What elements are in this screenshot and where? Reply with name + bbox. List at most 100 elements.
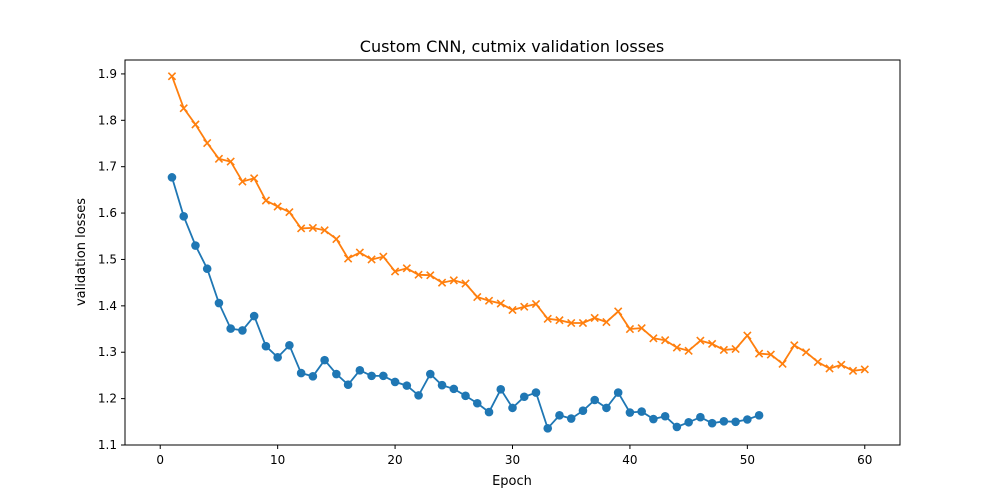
data-point: [426, 271, 435, 280]
y-tick-label: 1.6: [98, 206, 117, 220]
x-tick-label: 50: [740, 453, 755, 467]
data-point: [625, 324, 635, 334]
data-point: [531, 388, 541, 397]
data-point: [731, 417, 740, 427]
data-point: [649, 414, 658, 424]
data-point: [202, 264, 212, 274]
data-point: [296, 368, 306, 378]
x-axis-label: Epoch: [492, 474, 532, 489]
data-point: [602, 403, 611, 413]
data-point: [226, 324, 235, 333]
data-point: [355, 366, 365, 375]
y-tick-label: 1.2: [98, 392, 117, 406]
x-tick-label: 0: [156, 453, 164, 467]
data-point: [555, 411, 564, 420]
data-point: [355, 248, 365, 257]
data-point: [285, 340, 294, 350]
data-point: [167, 72, 177, 81]
y-tick-label: 1.4: [98, 299, 117, 313]
data-point: [203, 138, 212, 148]
data-point: [238, 326, 247, 335]
data-point: [813, 357, 822, 367]
data-point: [402, 264, 411, 273]
data-point: [660, 336, 670, 345]
data-point: [191, 120, 200, 129]
data-point: [343, 380, 353, 389]
data-point: [320, 226, 329, 235]
data-point: [249, 311, 259, 321]
data-point: [179, 104, 188, 113]
y-tick-label: 1.1: [98, 438, 117, 452]
data-point: [696, 412, 705, 422]
data-point: [461, 279, 470, 288]
data-point: [179, 212, 189, 221]
data-point: [379, 252, 388, 261]
data-point: [613, 388, 623, 397]
data-point: [367, 255, 376, 264]
data-point: [496, 385, 506, 394]
y-tick-label: 1.8: [98, 113, 117, 127]
data-point: [707, 339, 717, 349]
data-point: [343, 254, 353, 263]
data-point: [672, 343, 682, 352]
data-point: [332, 234, 341, 244]
series-layer: [167, 72, 869, 433]
data-point: [625, 408, 635, 417]
data-point: [519, 392, 529, 402]
data-point: [578, 318, 588, 328]
data-point: [414, 391, 423, 400]
data-point: [261, 341, 271, 351]
data-point: [637, 407, 646, 416]
data-point: [214, 154, 224, 163]
data-point: [543, 314, 552, 323]
data-point: [379, 371, 388, 381]
x-tick-label: 40: [622, 453, 637, 467]
data-point: [484, 407, 494, 417]
data-point: [191, 241, 200, 250]
data-point: [390, 267, 400, 276]
data-point: [508, 403, 517, 413]
data-point: [437, 380, 447, 390]
plot-area: [124, 59, 901, 446]
data-point: [250, 174, 259, 183]
data-point: [167, 173, 177, 182]
data-point: [367, 371, 376, 381]
data-point: [226, 157, 235, 166]
y-tick-label: 1.9: [98, 67, 117, 81]
data-point: [848, 366, 858, 375]
data-point: [731, 344, 740, 354]
data-point: [296, 224, 306, 233]
data-point: [837, 360, 846, 369]
data-point: [614, 307, 623, 316]
data-point: [719, 345, 729, 355]
data-point: [273, 353, 282, 362]
data-point: [766, 350, 775, 359]
data-point: [860, 365, 869, 374]
data-point: [684, 417, 693, 427]
data-point: [754, 411, 764, 420]
data-point: [414, 270, 423, 279]
data-point: [261, 196, 271, 205]
data-point: [754, 349, 764, 358]
y-axis: 1.1 1.2 1.3 1.4 1.5 1.6 1.7 1.8 1.9: [98, 67, 125, 452]
series-2: [167, 72, 869, 375]
data-point: [743, 415, 752, 424]
y-tick-label: 1.3: [98, 345, 117, 359]
x-axis: 0 10 20 30 40 50 60: [156, 445, 872, 467]
data-point: [520, 302, 529, 311]
data-point: [578, 406, 588, 415]
data-point: [461, 391, 470, 401]
data-point: [390, 377, 400, 387]
data-point: [707, 418, 717, 428]
data-point: [801, 348, 811, 357]
data-point: [719, 417, 729, 426]
data-point: [790, 341, 799, 350]
y-tick-label: 1.5: [98, 252, 117, 266]
data-point: [543, 424, 553, 433]
data-point: [566, 414, 576, 423]
data-point: [496, 299, 505, 308]
data-point: [484, 296, 494, 305]
data-point: [567, 318, 576, 328]
data-point: [449, 384, 459, 394]
